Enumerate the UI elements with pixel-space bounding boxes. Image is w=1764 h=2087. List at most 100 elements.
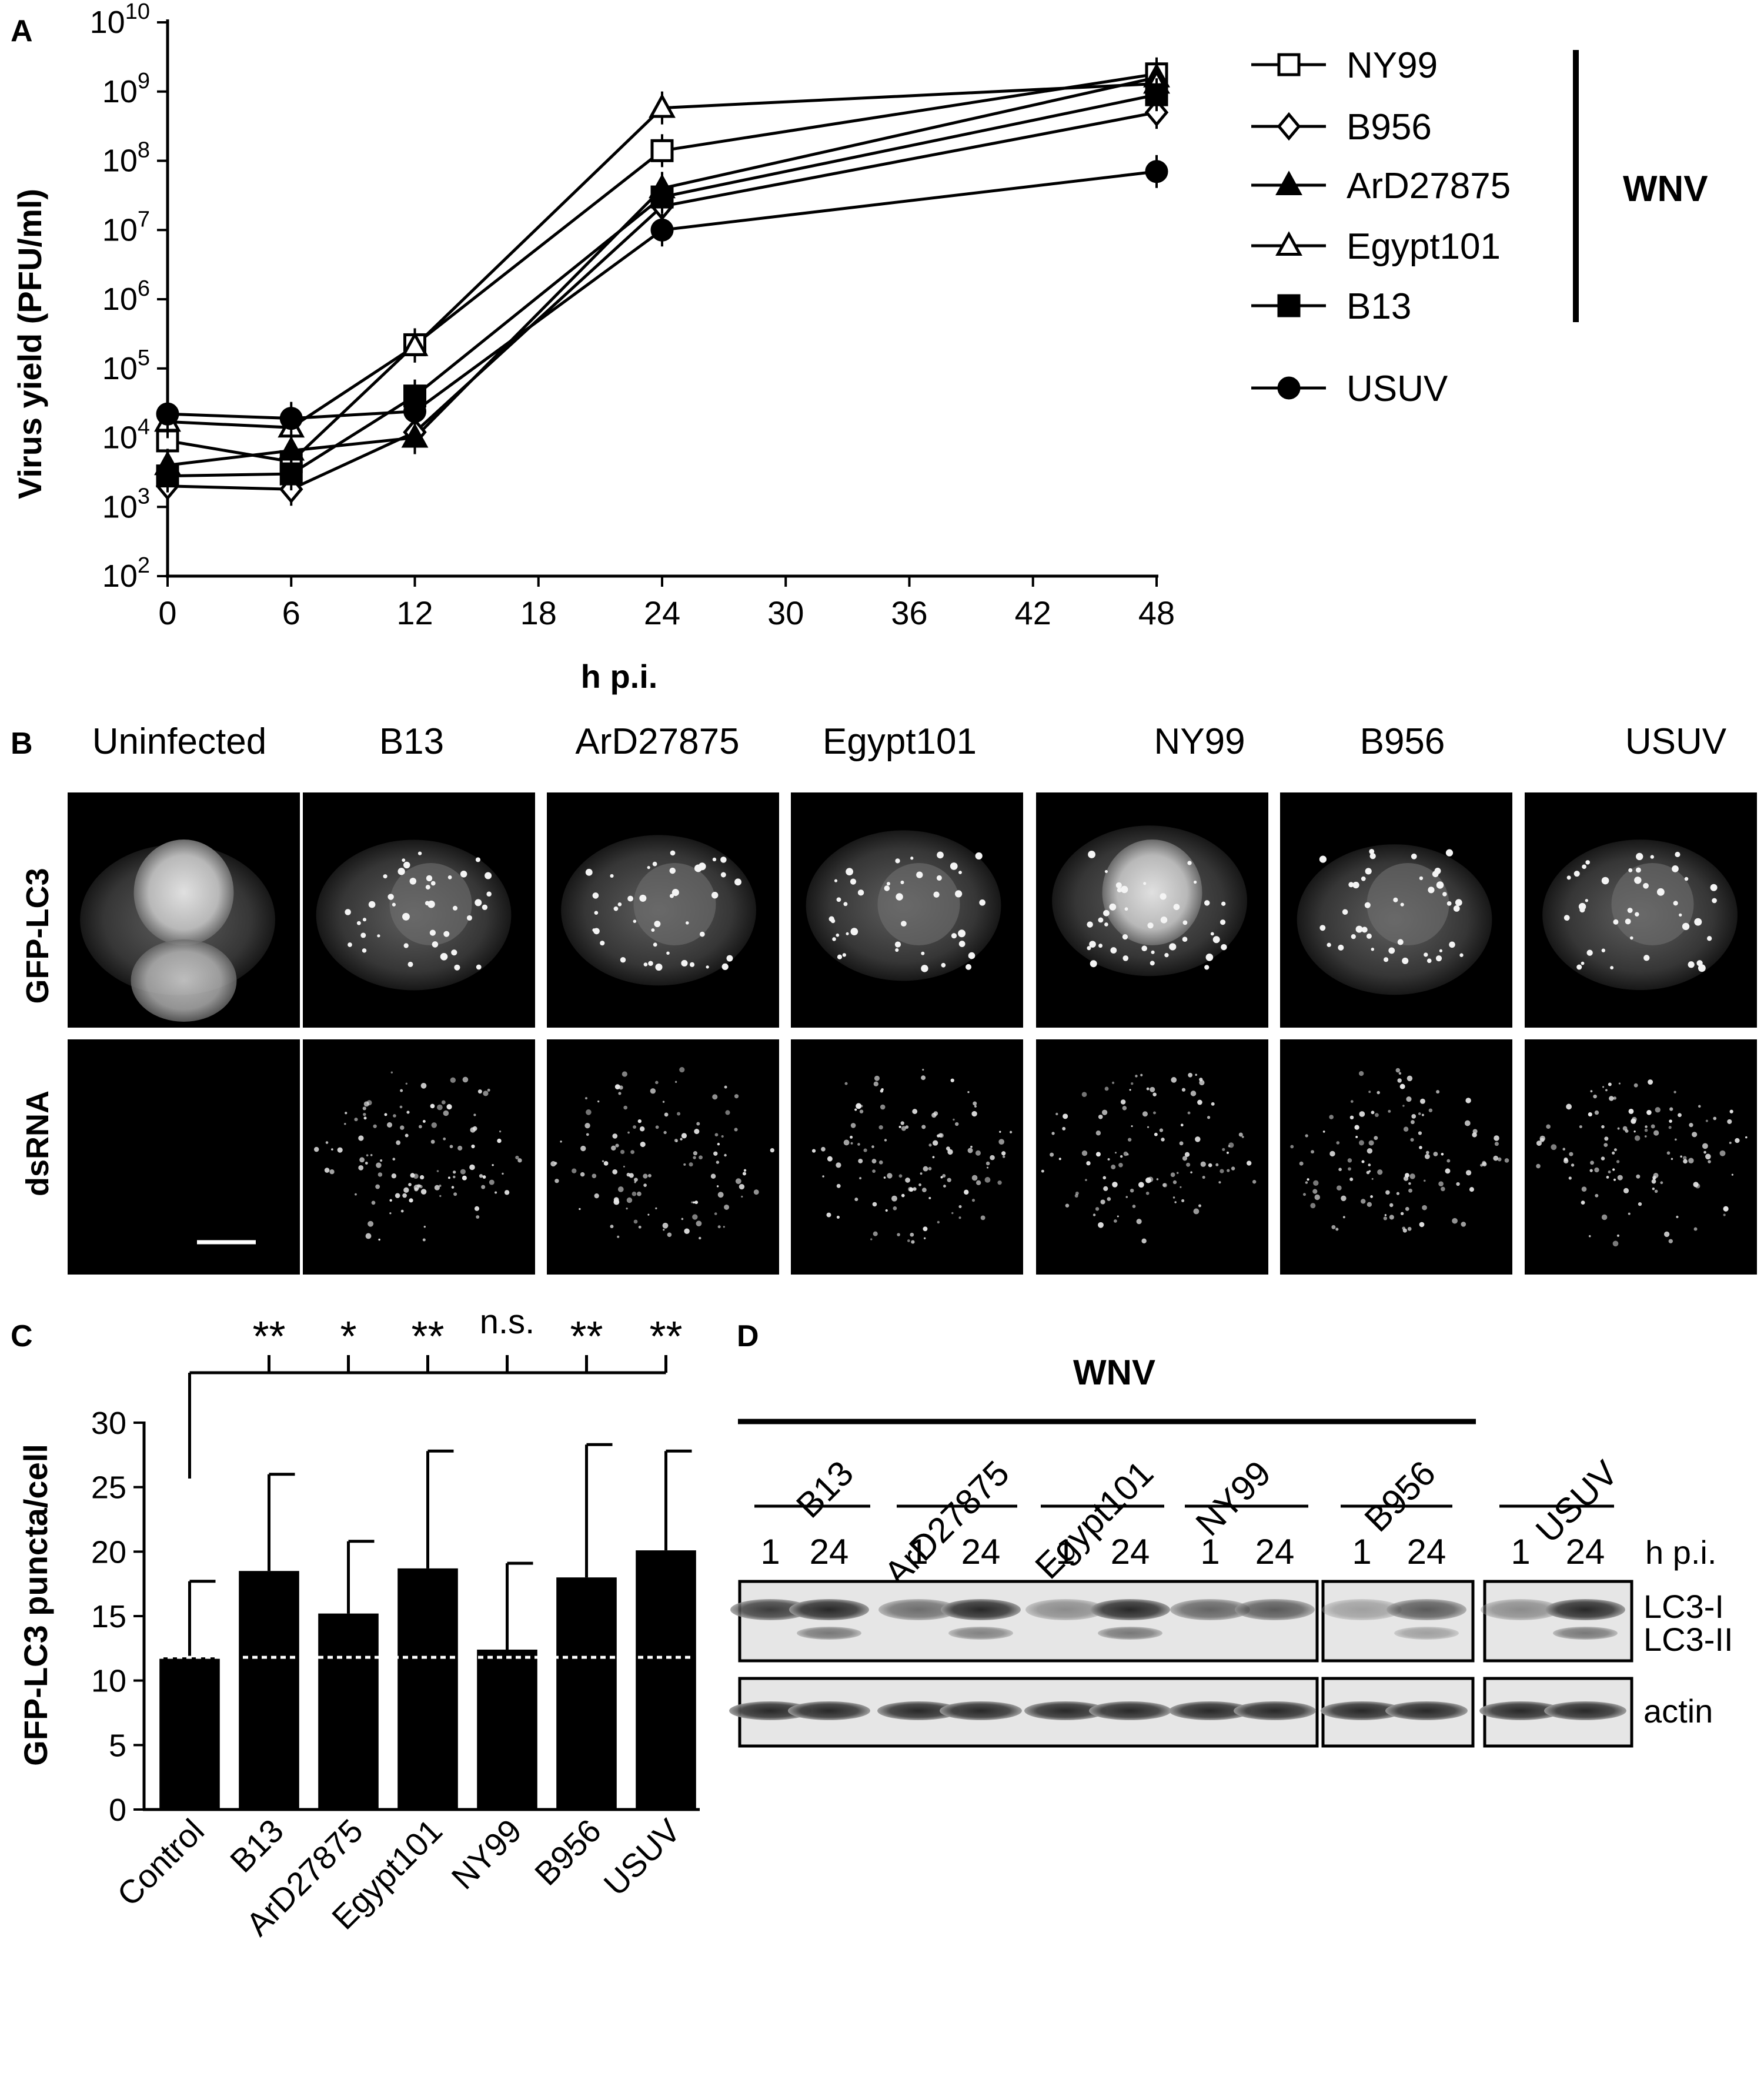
dsrna-dot [1705, 1153, 1711, 1160]
dsrna-dot [443, 1137, 446, 1141]
dsrna-dot [1633, 1131, 1636, 1133]
dsrna-dot [923, 1166, 928, 1172]
lc3-punctum [639, 894, 647, 902]
dsrna-dot [1396, 1192, 1400, 1195]
lc3-punctum [1121, 885, 1128, 894]
lc3-punctum [921, 951, 925, 955]
dsrna-dot [1136, 1219, 1142, 1225]
dsrna-dot [400, 1125, 405, 1130]
dsrna-dot [724, 1085, 727, 1089]
dsrna-dot [1735, 1138, 1740, 1143]
lc3-punctum [896, 893, 903, 901]
dsrna-dot [410, 1173, 415, 1178]
dsrna-dot [975, 1180, 981, 1186]
dsrna-dot [1446, 1159, 1451, 1163]
dsrna-dot [329, 1169, 335, 1175]
dsrna-dot [836, 1183, 841, 1188]
dsrna-dot [1616, 1160, 1620, 1163]
lc3-punctum [1601, 877, 1609, 885]
dsrna-dot [1689, 1123, 1693, 1128]
dsrna-dot [639, 1126, 645, 1132]
legend-marker-NY99 [1277, 53, 1301, 76]
blot-lane-label-B13: B13 [789, 1453, 861, 1526]
dsrna-dot [1349, 1177, 1354, 1181]
lc3-punctum [699, 931, 705, 937]
c-x-tick-label-NY99: NY99 [444, 1812, 529, 1897]
dsrna-dot [1199, 1079, 1205, 1086]
dsrna-dot [1424, 1153, 1430, 1159]
lc3-punctum [409, 878, 417, 885]
lc3-punctum [387, 894, 394, 900]
dsrna-dot [1305, 1181, 1308, 1184]
dsrna-dot [689, 1162, 693, 1167]
dsrna-dot [1231, 1166, 1235, 1170]
lc3-punctum [430, 881, 436, 886]
lc3-punctum [476, 964, 482, 970]
dsrna-dot [1138, 1182, 1144, 1188]
dsrna-dot [1126, 1153, 1129, 1156]
dsrna-dot [858, 1159, 863, 1163]
lc3-punctum [1426, 958, 1432, 964]
dsrna-dot [1098, 1114, 1103, 1119]
lc3-punctum [362, 918, 367, 922]
dsrna-dot [1305, 1134, 1308, 1138]
dsrna-dot [693, 1151, 698, 1156]
lc3-punctum [1581, 961, 1585, 965]
band-lc3-i [1170, 1599, 1250, 1620]
legend-label-ArD27875: ArD27875 [1347, 166, 1511, 206]
column-header-B13: B13 [379, 721, 444, 762]
dsrna-dot [1095, 1207, 1100, 1211]
significance-marker: ** [411, 1313, 444, 1360]
a-y-tick-label: 108 [102, 138, 150, 179]
dsrna-dot [699, 1236, 701, 1240]
dsrna-dot [694, 1129, 700, 1135]
lc3-punctum [610, 874, 614, 878]
lc3-punctum [1205, 954, 1214, 961]
dsrna-dot [1102, 1176, 1107, 1180]
micrograph-background [1036, 1039, 1268, 1275]
dsrna-dot [1594, 1110, 1599, 1115]
dsrna-dot [1065, 1203, 1070, 1208]
dsrna-dot [1729, 1109, 1733, 1113]
dsrna-dot [1215, 1163, 1219, 1166]
lc3-punctum [837, 954, 843, 959]
dsrna-dot [1050, 1152, 1054, 1157]
dsrna-dot [1112, 1182, 1118, 1188]
dsrna-dot [1211, 1102, 1215, 1106]
dsrna-dot [679, 1067, 685, 1073]
dsrna-dot [586, 1133, 589, 1136]
dsrna-dot [922, 1069, 924, 1071]
band-lc3-i [1481, 1599, 1561, 1620]
panel-a: A 102 103 104 105 106 107 108 109 1010 0 6 12 18 24 30… [11, 0, 1708, 695]
band-actin [1479, 1701, 1562, 1720]
dsrna-dot [1568, 1176, 1572, 1180]
panel-b-letter: B [11, 727, 33, 761]
dsrna-dot [1616, 1234, 1620, 1237]
dsrna-dot [1111, 1165, 1116, 1170]
lc3-punctum [965, 964, 972, 970]
dsrna-dot [1329, 1150, 1335, 1157]
dsrna-dot [1131, 1082, 1134, 1085]
c-y-tick-label: 30 [91, 1406, 126, 1441]
band-lc3-ii [1394, 1627, 1459, 1640]
dsrna-dot [1395, 1068, 1401, 1073]
dsrna-dot [1445, 1168, 1451, 1174]
dsrna-dot [363, 1116, 367, 1120]
panel-d-letter: D [737, 1319, 759, 1353]
dsrna-dot [826, 1212, 831, 1218]
lc3-punctum [1193, 880, 1197, 884]
lc3-punctum [846, 868, 854, 876]
legend-label-B13: B13 [1347, 286, 1411, 327]
dsrna-dot [1623, 1188, 1629, 1193]
lc3-punctum [360, 932, 366, 938]
dsrna-dot [856, 1103, 862, 1109]
dsrna-dot [626, 1208, 628, 1210]
dsrna-dot [406, 1111, 410, 1114]
dsrna-dot [422, 1120, 426, 1123]
dsrna-dot [1625, 1129, 1629, 1133]
lc3-punctum [836, 897, 841, 902]
lc3-punctum [1675, 851, 1681, 858]
dsrna-dot [1371, 1111, 1375, 1115]
dsrna-dot [392, 1158, 396, 1161]
